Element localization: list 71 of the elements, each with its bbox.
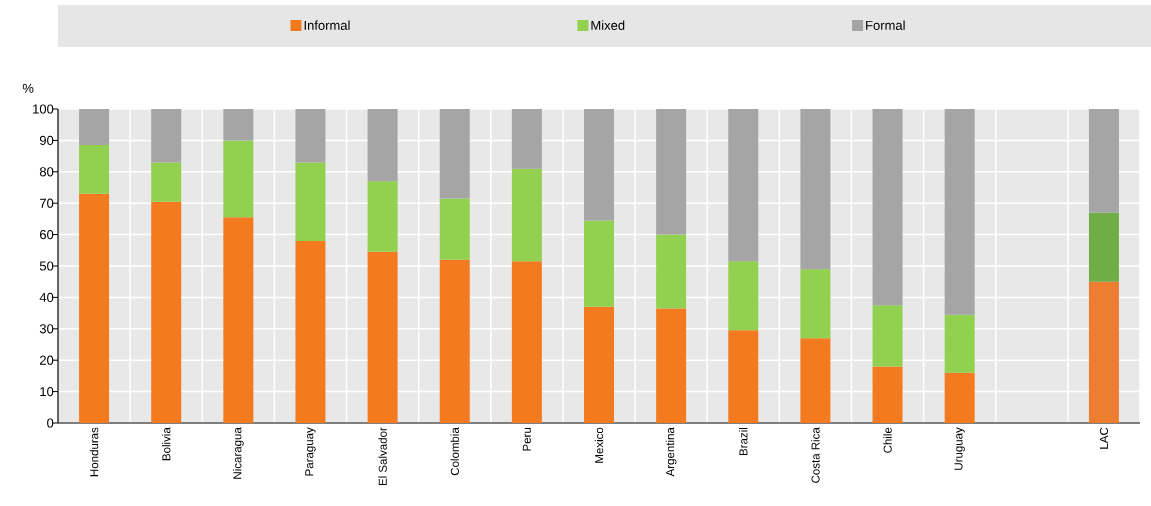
bar [511, 168, 542, 262]
legend-label: Mixed [591, 20, 625, 30]
bar [584, 306, 614, 423]
x-tick-label: Colombia [450, 427, 459, 476]
bar [367, 109, 398, 182]
bar [1088, 109, 1119, 213]
bar [800, 269, 831, 339]
bar [800, 109, 831, 270]
bar [151, 162, 182, 202]
bar [1088, 281, 1119, 423]
bar [872, 109, 903, 306]
legend-label: Informal [304, 20, 350, 30]
bar [367, 181, 398, 252]
x-tick-label: Bolivia [161, 427, 171, 461]
y-axis-title: % [22, 83, 34, 93]
bar [223, 217, 254, 423]
bar [800, 338, 831, 423]
bar [439, 198, 470, 260]
x-tick-label: Honduras [89, 427, 99, 477]
x-tick-label: LAC [1099, 427, 1108, 449]
bar [295, 240, 326, 423]
bar [79, 109, 110, 146]
x-tick-label: Chile [883, 427, 892, 453]
bar [872, 366, 903, 423]
bar [223, 109, 254, 141]
x-tick-label: Mexico [594, 427, 604, 463]
x-tick-label: Costa Rica [811, 427, 820, 483]
y-tick-label: 10 [40, 387, 54, 397]
x-tick-label: Paraguay [305, 427, 316, 476]
y-tick-label: 40 [39, 292, 54, 302]
x-tick-label: Argentina [665, 427, 677, 477]
bar [584, 109, 614, 221]
y-tick-label: 70 [40, 198, 54, 208]
x-tick-label: Nicaragua [232, 427, 244, 479]
bar [295, 109, 326, 163]
bar [511, 109, 542, 169]
bar [223, 140, 254, 218]
bar [295, 162, 326, 241]
bar [944, 372, 975, 423]
bar [656, 234, 687, 309]
x-tick-label: El Salvador [378, 427, 387, 486]
bar [367, 251, 398, 423]
y-tick-label: 90 [39, 135, 54, 145]
y-tick-label: 0 [47, 418, 54, 428]
x-tick-label: Brazil [739, 427, 748, 456]
bar [439, 259, 470, 423]
bar [439, 109, 470, 199]
y-tick-label: 100 [33, 104, 54, 114]
bar [151, 201, 182, 423]
y-tick-label: 50 [39, 261, 54, 271]
bar [584, 220, 614, 307]
bar [872, 305, 903, 367]
bar [79, 145, 110, 194]
bar [728, 109, 759, 262]
bar [728, 330, 759, 423]
bar [151, 109, 182, 163]
y-tick-label: 60 [40, 229, 54, 240]
y-tick-label: 20 [40, 355, 54, 365]
y-tick-label: 30 [39, 324, 54, 334]
bar [656, 308, 687, 423]
bar [1088, 212, 1119, 282]
bar [944, 109, 975, 315]
bar [944, 314, 975, 373]
legend-label: Formal [866, 20, 905, 30]
bar [511, 261, 542, 423]
bar [728, 261, 759, 331]
bar [79, 193, 110, 423]
y-tick-label: 80 [39, 167, 54, 177]
x-tick-label: Peru [522, 427, 531, 451]
bar [656, 109, 687, 235]
x-tick-label: Uruguay [954, 427, 965, 470]
